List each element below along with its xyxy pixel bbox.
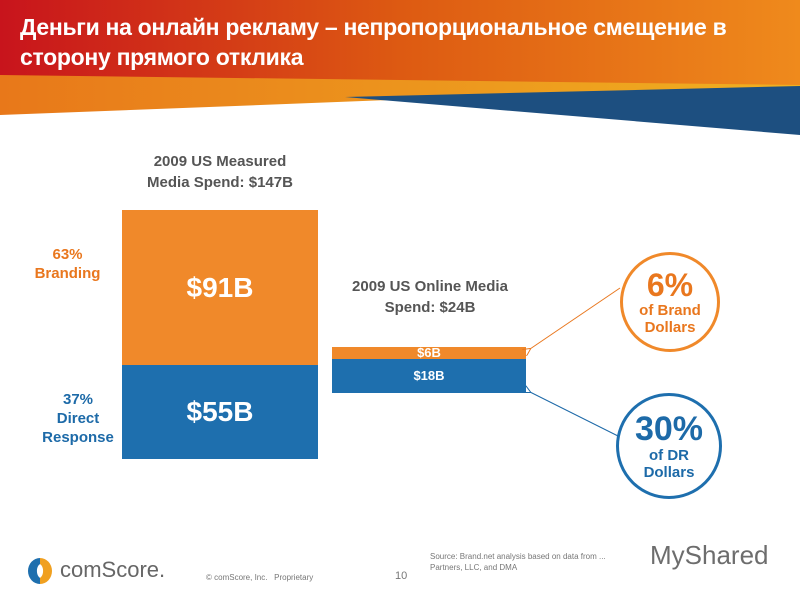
bar-label: $18B: [413, 368, 445, 384]
bar-online-dr: $18B: [332, 358, 526, 393]
bar-measured-dr: $55B: [122, 365, 318, 459]
online-title: 2009 US Online Media: [352, 278, 508, 295]
copyright: © comScore, Inc. Proprietary: [206, 573, 314, 582]
online-title-line2: Spend: $24B: [384, 299, 476, 316]
branding-pct: 63%: [52, 246, 83, 263]
dr-callout: 30% of DR Dollars: [616, 393, 722, 499]
dr-label: Direct: [56, 410, 100, 427]
bar-online-branding: $6B: [332, 345, 526, 361]
branding-label: Branding: [34, 265, 101, 282]
brand-callout-line1: of Brand: [639, 302, 701, 319]
title-banner: [0, 0, 800, 135]
dr-label-line2: Response: [42, 429, 114, 446]
bar-measured-branding: $91B: [122, 210, 318, 366]
bar-label: $55B: [186, 396, 254, 428]
bar-label: $91B: [186, 271, 254, 303]
arrow-dr: [530, 392, 621, 438]
dr-callout-line2: Dollars: [643, 464, 695, 481]
measured-title: 2009 US Measured: [153, 153, 287, 170]
page-title: Деньги на онлайн рекламу – непропорциона…: [20, 14, 727, 70]
measured-title-line2: Media Spend: $147B: [147, 174, 293, 191]
page-number: 10: [395, 570, 408, 582]
watermark: MyShared: [650, 540, 769, 570]
comscore-logo-icon: [28, 558, 52, 584]
brand-callout-line2: Dollars: [644, 319, 696, 336]
dr-pct: 37%: [62, 391, 94, 408]
arrow-brand: [530, 287, 621, 349]
source-note: Source: Brand.net analysis based on data…: [430, 551, 606, 573]
brand-callout-pct: 6%: [646, 267, 694, 303]
bar-label: $6B: [417, 345, 441, 361]
dr-callout-line1: of DR: [649, 447, 689, 464]
source-line1: Source: Brand.net analysis based on data…: [430, 552, 606, 561]
brand-callout: 6% of Brand Dollars: [620, 252, 720, 352]
dr-callout-pct: 30%: [634, 410, 704, 448]
source-line2: Partners, LLC, and DMA: [430, 563, 518, 572]
comscore-logo: comScore.: [60, 557, 166, 582]
